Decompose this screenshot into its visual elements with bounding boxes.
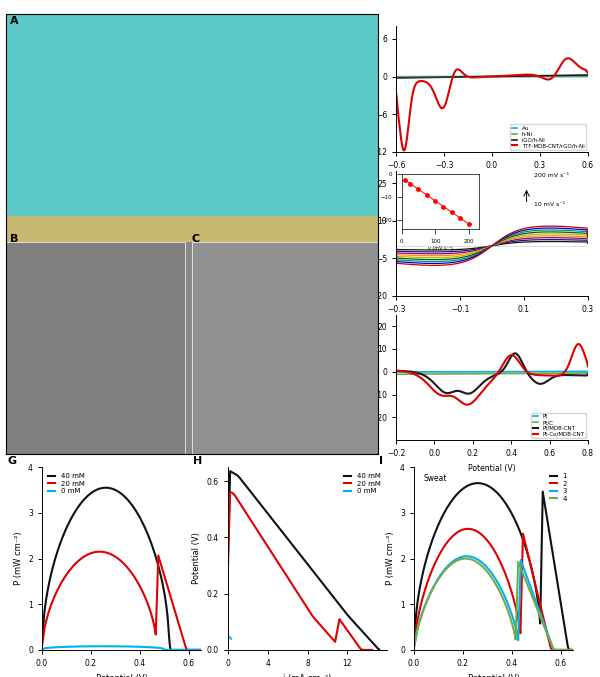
Y-axis label: P (mW cm⁻²): P (mW cm⁻²) — [386, 531, 395, 586]
X-axis label: Potential (V): Potential (V) — [468, 464, 516, 473]
Text: H: H — [193, 456, 202, 466]
Text: G: G — [7, 456, 16, 466]
Y-axis label: j (mA cm⁻²): j (mA cm⁻²) — [356, 67, 365, 111]
X-axis label: Potential (V): Potential (V) — [95, 674, 148, 677]
Bar — [6, 242, 378, 454]
Y-axis label: j (mA cm⁻²): j (mA cm⁻²) — [356, 355, 365, 399]
Legend: Au, h-Ni, rGO/h-Ni, TTF-MDB-CNT/rGO/h-Ni: Au, h-Ni, rGO/h-Ni, TTF-MDB-CNT/rGO/h-Ni — [510, 124, 586, 150]
Bar — [6, 216, 378, 242]
Text: C: C — [192, 234, 200, 244]
Text: F: F — [354, 307, 361, 318]
Legend: 40 mM, 20 mM, 0 mM: 40 mM, 20 mM, 0 mM — [46, 471, 88, 497]
X-axis label: Potential (V): Potential (V) — [468, 175, 516, 184]
Text: Sweat: Sweat — [424, 475, 447, 483]
Bar — [6, 242, 185, 454]
Legend: Pt, Pt/C, Pt/MDB-CNT, Pt-Co/MDB-CNT: Pt, Pt/C, Pt/MDB-CNT, Pt-Co/MDB-CNT — [531, 412, 586, 439]
Text: E: E — [354, 163, 361, 173]
X-axis label: Potential (V): Potential (V) — [468, 320, 516, 328]
Y-axis label: P (mW cm⁻²): P (mW cm⁻²) — [14, 531, 23, 586]
Y-axis label: Potential (V): Potential (V) — [192, 533, 201, 584]
Legend: 40 mM, 20 mM, 0 mM: 40 mM, 20 mM, 0 mM — [341, 471, 383, 497]
X-axis label: Potential (V): Potential (V) — [467, 674, 520, 677]
Y-axis label: j (mA cm⁻²): j (mA cm⁻²) — [356, 211, 365, 255]
Bar — [6, 14, 378, 242]
Bar — [192, 242, 378, 454]
Text: D: D — [354, 19, 363, 29]
Text: I: I — [379, 456, 383, 466]
Text: 10 mV s⁻¹: 10 mV s⁻¹ — [534, 202, 565, 206]
Text: 200 mV s⁻¹: 200 mV s⁻¹ — [534, 173, 569, 178]
Legend: 1, 2, 3, 4: 1, 2, 3, 4 — [547, 471, 569, 504]
Text: A: A — [10, 16, 19, 26]
Text: B: B — [10, 234, 18, 244]
X-axis label: i (mA cm⁻²): i (mA cm⁻²) — [283, 674, 332, 677]
